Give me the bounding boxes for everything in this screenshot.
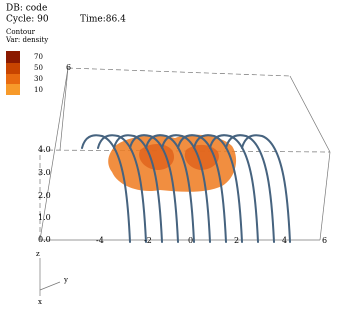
vertical-axis: 6 4.0 3.0 2.0 1.0 0.0 xyxy=(38,63,71,244)
legend-swatch xyxy=(6,84,20,95)
axis-label: 3.0 xyxy=(38,168,51,177)
time-label: Time:86.4 xyxy=(80,15,126,25)
axis-label: 0.0 xyxy=(38,235,51,244)
line xyxy=(39,281,61,291)
axis-label: 4 xyxy=(282,236,287,245)
streamline xyxy=(81,134,131,243)
streamline xyxy=(193,134,243,243)
streamlines xyxy=(81,134,291,243)
legend-swatch xyxy=(6,51,20,63)
shape xyxy=(184,144,219,170)
triad-label: z xyxy=(36,250,40,258)
streamline xyxy=(225,134,275,243)
axis-label: 4.0 xyxy=(38,145,51,154)
axis-label: 6 xyxy=(322,236,327,245)
streamline xyxy=(113,134,163,243)
axis-label: 2.0 xyxy=(38,191,51,200)
legend-title: Contour xyxy=(6,28,36,36)
streamline xyxy=(145,134,195,243)
triad-label: y xyxy=(63,276,68,284)
legend-swatch xyxy=(6,63,20,74)
line xyxy=(67,67,291,77)
legend-label: 30 xyxy=(34,75,43,83)
horizontal-axis: -4 -2 0 2 4 6 xyxy=(96,236,327,245)
legend-swatch xyxy=(6,74,20,84)
line xyxy=(289,75,331,153)
line xyxy=(59,67,69,151)
axis-label: 6 xyxy=(66,63,71,72)
streamline xyxy=(161,134,211,243)
legend-label: 70 xyxy=(34,53,43,61)
axis-triad: z y x xyxy=(36,250,68,306)
legend-var: Var: density xyxy=(5,36,48,44)
streamline xyxy=(241,134,291,243)
axis-label: -2 xyxy=(144,236,152,245)
legend-label: 50 xyxy=(34,64,43,72)
streamline xyxy=(177,134,227,243)
line xyxy=(319,151,331,241)
axis-label: 2 xyxy=(234,236,239,245)
streamline xyxy=(209,134,259,243)
axis-label: -4 xyxy=(96,236,104,245)
streamline xyxy=(97,134,147,243)
line xyxy=(39,67,69,241)
axis-label: 1.0 xyxy=(38,213,51,222)
legend: 70 50 30 10 xyxy=(6,51,43,95)
db-label: DB: code xyxy=(6,4,47,14)
cycle-label: Cycle: 90 xyxy=(6,15,49,25)
legend-label: 10 xyxy=(34,86,43,94)
streamline xyxy=(129,134,179,243)
axis-label: 0 xyxy=(188,236,193,245)
triad-label: x xyxy=(38,298,42,306)
